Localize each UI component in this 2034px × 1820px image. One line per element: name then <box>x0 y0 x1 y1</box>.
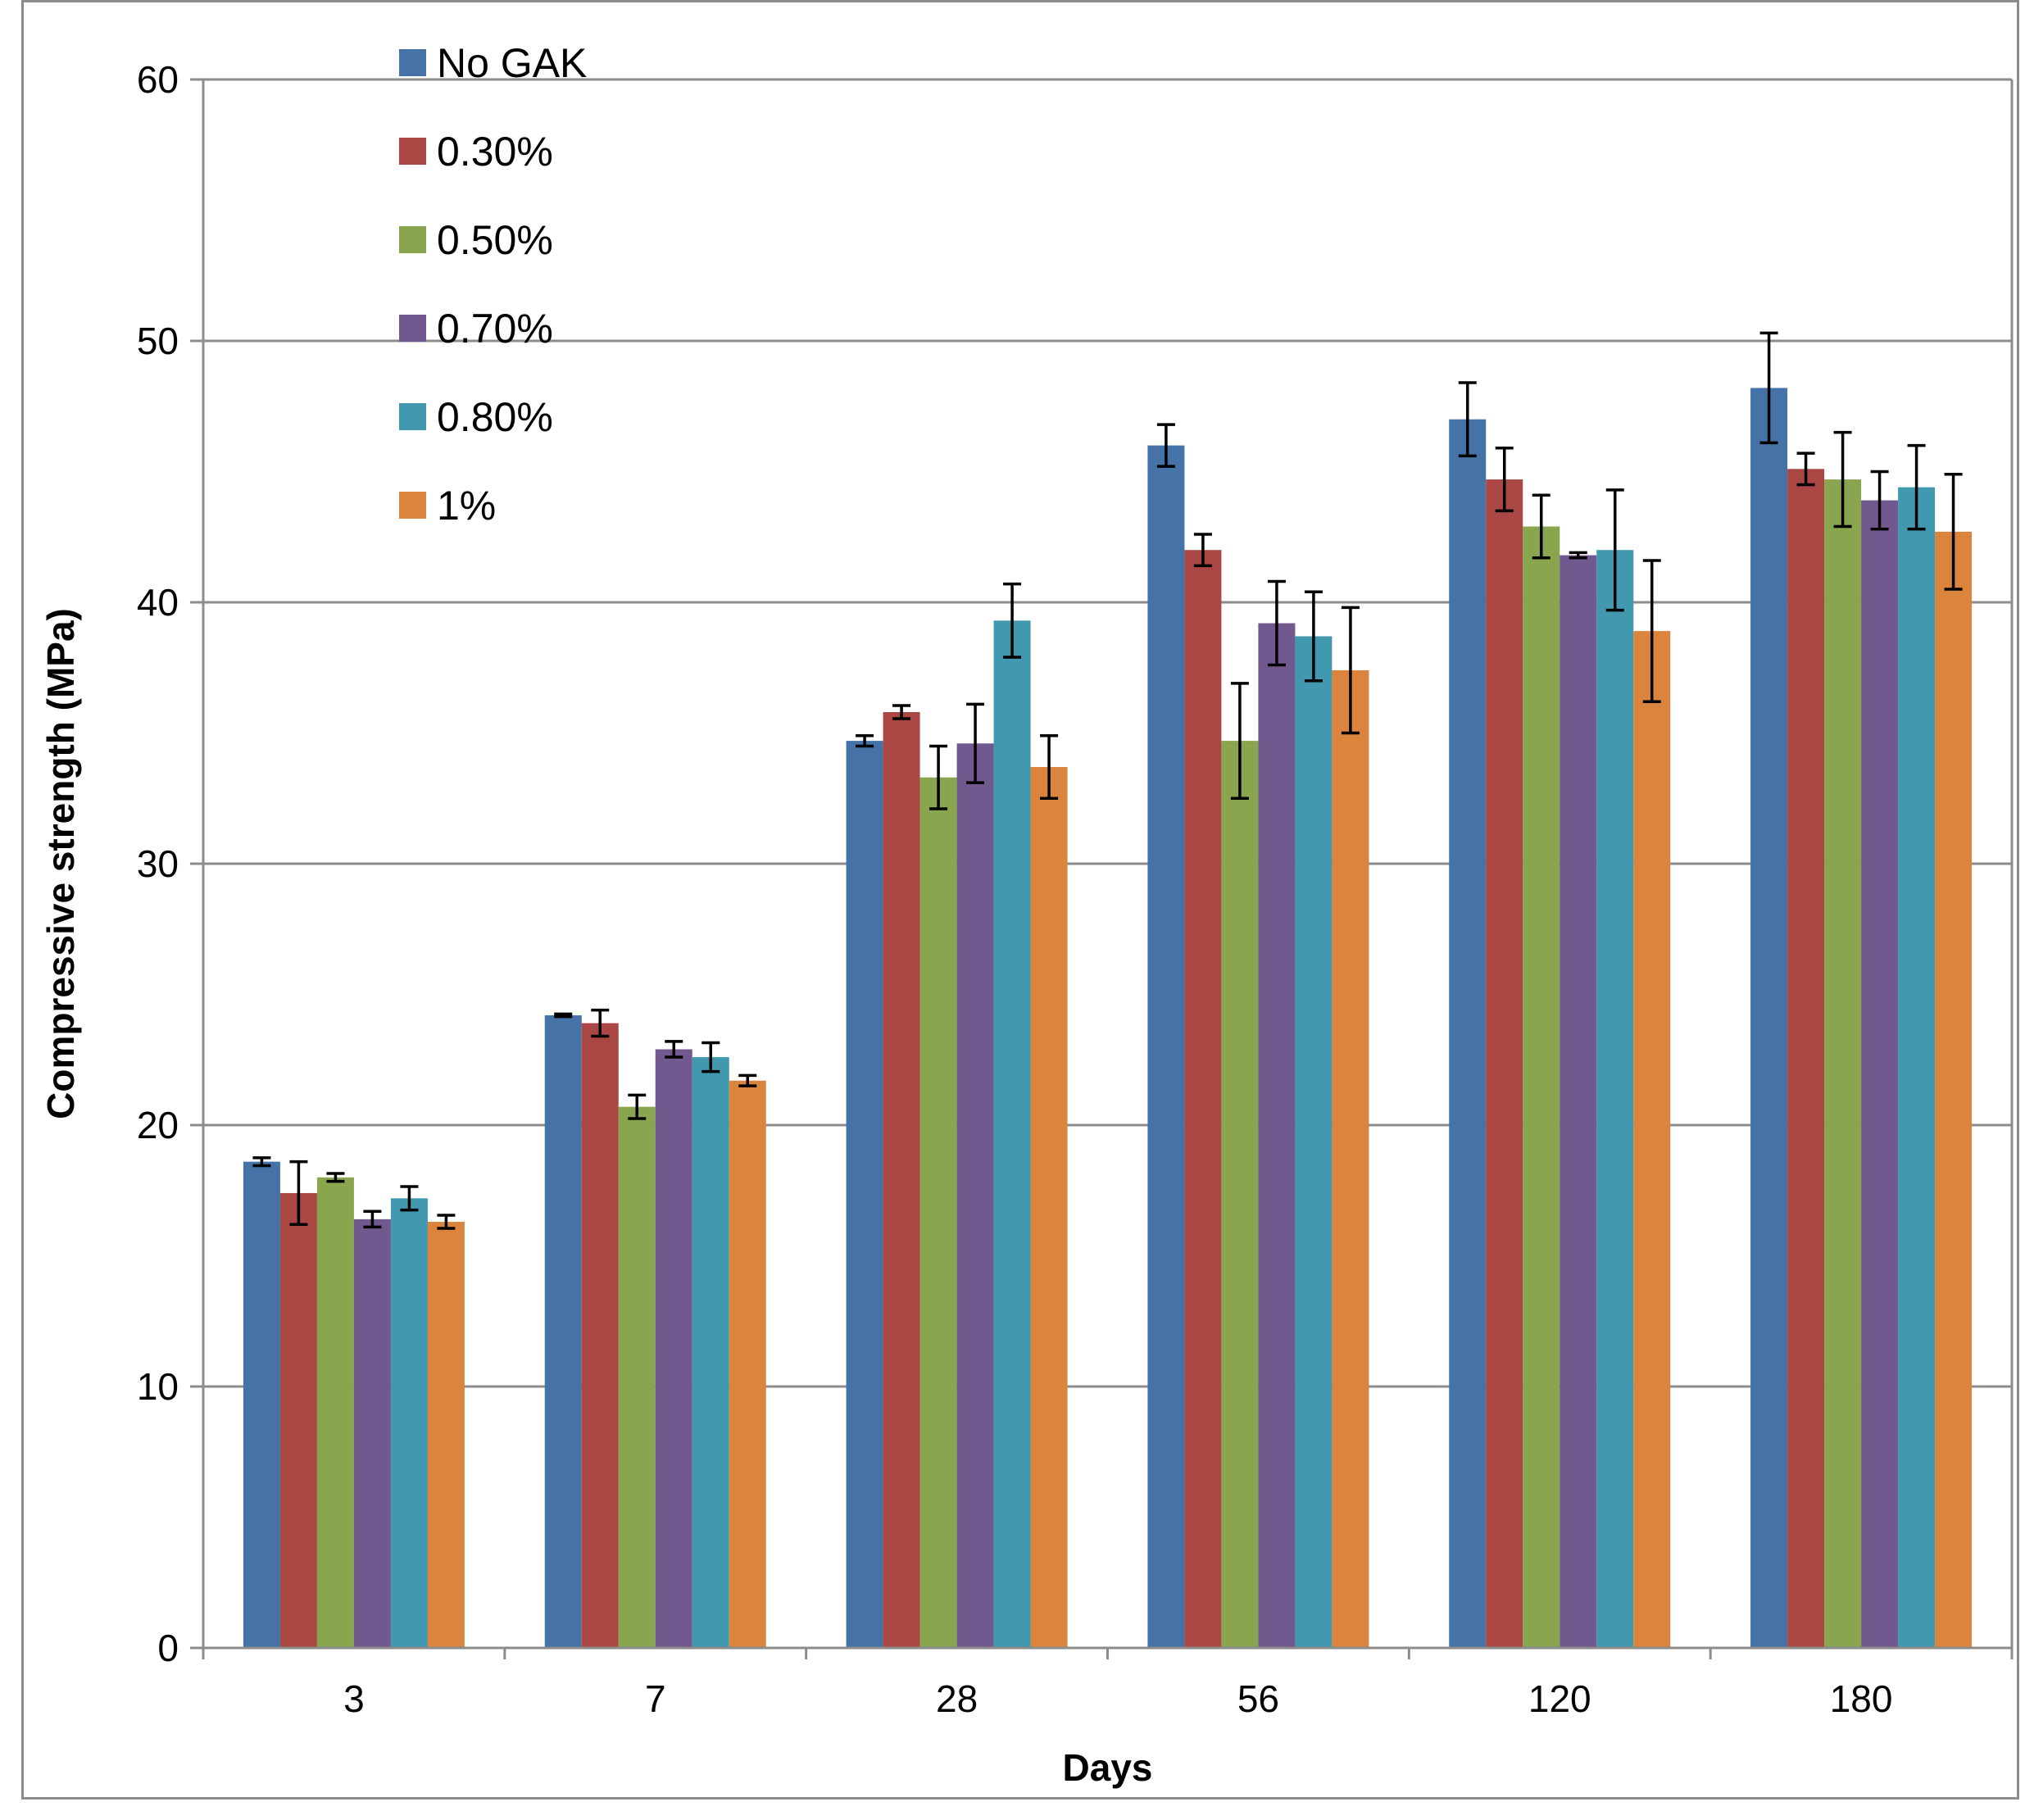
legend-swatch <box>399 315 426 342</box>
bar <box>993 620 1031 1648</box>
y-axis-title: Compressive strength (MPa) <box>39 608 82 1119</box>
legend-swatch <box>399 492 426 519</box>
legend-label: 0.80% <box>437 394 553 440</box>
y-tick-label: 60 <box>137 58 179 101</box>
bar <box>581 1023 619 1648</box>
bar <box>1898 487 1936 1648</box>
bar <box>1861 500 1899 1648</box>
y-tick-label: 20 <box>137 1104 179 1146</box>
x-tick-label: 3 <box>343 1677 365 1720</box>
bar <box>353 1219 391 1648</box>
legend-label: 0.50% <box>437 217 553 263</box>
bar <box>1633 631 1671 1648</box>
bar <box>1258 623 1296 1648</box>
axes <box>190 78 2014 1659</box>
y-tick-label: 0 <box>157 1627 179 1669</box>
bar <box>1824 479 1862 1648</box>
bar <box>655 1049 692 1648</box>
bar <box>1750 388 1788 1648</box>
bar <box>1523 526 1560 1648</box>
bar <box>316 1177 354 1648</box>
x-axis-title: Days <box>1063 1746 1153 1789</box>
x-tick-label: 180 <box>1830 1677 1893 1720</box>
bar <box>618 1106 656 1648</box>
x-tick-label: 28 <box>936 1677 978 1720</box>
bar <box>427 1222 465 1648</box>
bar <box>1486 479 1523 1648</box>
gridlines <box>203 78 2012 1388</box>
legend-swatch <box>399 403 426 430</box>
bar <box>1147 445 1185 1648</box>
bar <box>1449 419 1487 1649</box>
tick-labels: 0 10 20 30 40 50 60 3 7 28 56 120 180 <box>137 58 1893 1720</box>
legend-label: No GAK <box>437 40 587 86</box>
y-tick-label: 40 <box>137 581 179 624</box>
x-tick-label: 56 <box>1237 1677 1279 1720</box>
y-tick-label: 30 <box>137 842 179 885</box>
bar <box>692 1057 729 1648</box>
bar <box>1184 550 1222 1649</box>
legend-label: 0.30% <box>437 129 553 175</box>
bar <box>846 741 883 1648</box>
bar <box>1560 555 1597 1648</box>
bar <box>1787 469 1825 1648</box>
x-tick-label: 120 <box>1528 1677 1591 1720</box>
bar <box>544 1015 582 1648</box>
bar <box>1030 766 1068 1648</box>
bar <box>390 1198 428 1648</box>
bar <box>883 711 920 1648</box>
bar <box>243 1161 280 1648</box>
bar <box>1935 531 1973 1648</box>
y-tick-label: 10 <box>137 1365 179 1408</box>
legend-label: 1% <box>437 483 496 529</box>
legend-label: 0.70% <box>437 306 553 352</box>
legend-swatch <box>399 49 426 76</box>
legend-swatch <box>399 226 426 253</box>
bar <box>729 1080 766 1648</box>
legend-swatch <box>399 138 426 165</box>
legend: No GAK 0.30% 0.50% 0.70% 0.80% 1% <box>399 40 587 529</box>
x-tick-label: 7 <box>645 1677 666 1720</box>
bar <box>1221 741 1259 1648</box>
bar <box>1295 636 1333 1648</box>
y-tick-label: 50 <box>137 320 179 362</box>
bar <box>1596 550 1634 1649</box>
bars <box>243 331 1973 1649</box>
bar <box>956 743 994 1648</box>
bar <box>279 1192 317 1648</box>
bar <box>919 777 957 1648</box>
bar <box>1332 669 1369 1649</box>
